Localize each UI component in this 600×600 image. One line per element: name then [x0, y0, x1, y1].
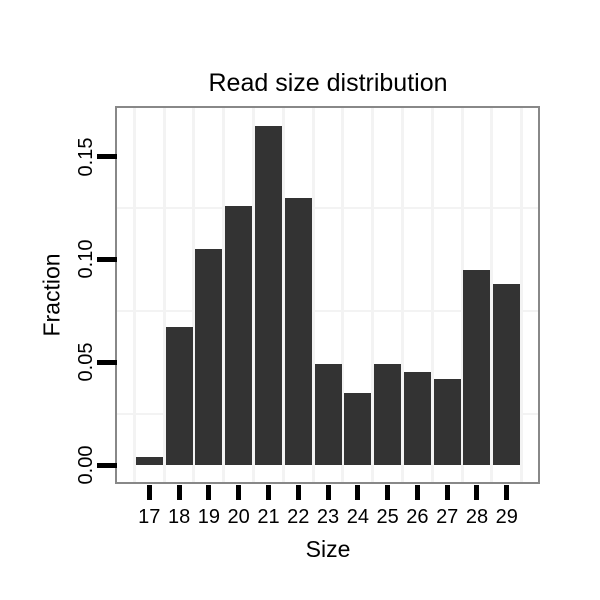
gridline-vertical-minor: [132, 108, 136, 482]
gridline-vertical-minor: [281, 108, 285, 482]
y-axis-title: Fraction: [38, 253, 65, 337]
bar-29: [493, 284, 521, 465]
y-tick-label-0.15: 0.15: [75, 137, 97, 177]
plot-panel: [115, 106, 540, 484]
gridline-vertical-minor: [490, 108, 494, 482]
gridline-vertical-minor: [401, 108, 404, 482]
chart-title: Read size distribution: [208, 69, 448, 97]
x-axis-tick: [504, 485, 510, 500]
bar-22: [284, 197, 312, 465]
x-axis-tick: [206, 485, 212, 500]
x-tick-label-27: 27: [436, 506, 459, 528]
x-axis-tick: [236, 485, 242, 500]
gridline-vertical-minor: [252, 108, 256, 482]
y-tick-label-0.00: 0.00: [75, 445, 97, 485]
y-tick-label-0.05: 0.05: [75, 342, 97, 382]
x-tick-label-28: 28: [465, 506, 489, 528]
bar-20: [225, 205, 253, 465]
bar-17: [135, 456, 163, 465]
x-tick-label-23: 23: [316, 506, 340, 528]
gridline-horizontal-minor: [117, 309, 538, 312]
x-tick-label-25: 25: [376, 506, 399, 528]
gridline-vertical-minor: [341, 108, 345, 482]
x-tick-label-24: 24: [346, 506, 369, 528]
gridline-vertical-minor: [192, 108, 196, 482]
x-tick-label-21: 21: [257, 506, 280, 528]
x-tick-label-29: 29: [495, 506, 518, 528]
bar-21: [254, 125, 282, 465]
x-tick-label-18: 18: [167, 506, 191, 528]
gridline-vertical-minor: [371, 108, 375, 482]
x-axis-title: Size: [305, 536, 351, 562]
x-tick-label-26: 26: [406, 506, 429, 528]
bar-18: [165, 327, 193, 465]
x-tick-label-22: 22: [287, 506, 310, 528]
x-axis-tick: [325, 485, 331, 500]
x-axis-tick: [474, 485, 480, 500]
gridline-vertical-minor: [430, 108, 434, 482]
gridline-vertical-minor: [222, 108, 226, 482]
bar-19: [195, 249, 223, 465]
y-axis-tick: [97, 462, 117, 468]
x-axis-tick: [176, 485, 182, 500]
y-axis-tick: [97, 154, 117, 160]
gridline-horizontal-minor: [117, 207, 538, 209]
x-axis-tick: [265, 485, 271, 500]
bar-26: [403, 372, 431, 465]
gridline-vertical-minor: [460, 108, 464, 482]
x-axis-tick: [444, 485, 450, 500]
gridline-vertical-minor: [162, 108, 166, 482]
x-axis-tick: [295, 485, 301, 500]
y-tick-label-0.10: 0.10: [75, 239, 97, 279]
bar-27: [433, 378, 461, 465]
y-axis-tick: [97, 256, 117, 262]
x-axis-tick: [385, 485, 391, 500]
x-axis-tick: [414, 485, 420, 500]
y-axis-tick: [97, 359, 117, 365]
x-tick-label-17: 17: [138, 506, 161, 528]
bar-24: [344, 393, 372, 465]
gridline-vertical-minor: [520, 108, 524, 482]
x-tick-label-20: 20: [227, 506, 250, 528]
bar-28: [463, 269, 491, 465]
gridline-vertical-minor: [311, 108, 315, 482]
x-axis-tick: [355, 485, 361, 500]
x-axis-tick: [146, 485, 152, 500]
bar-25: [374, 364, 402, 465]
x-tick-label-19: 19: [197, 506, 220, 528]
bar-23: [314, 364, 342, 465]
